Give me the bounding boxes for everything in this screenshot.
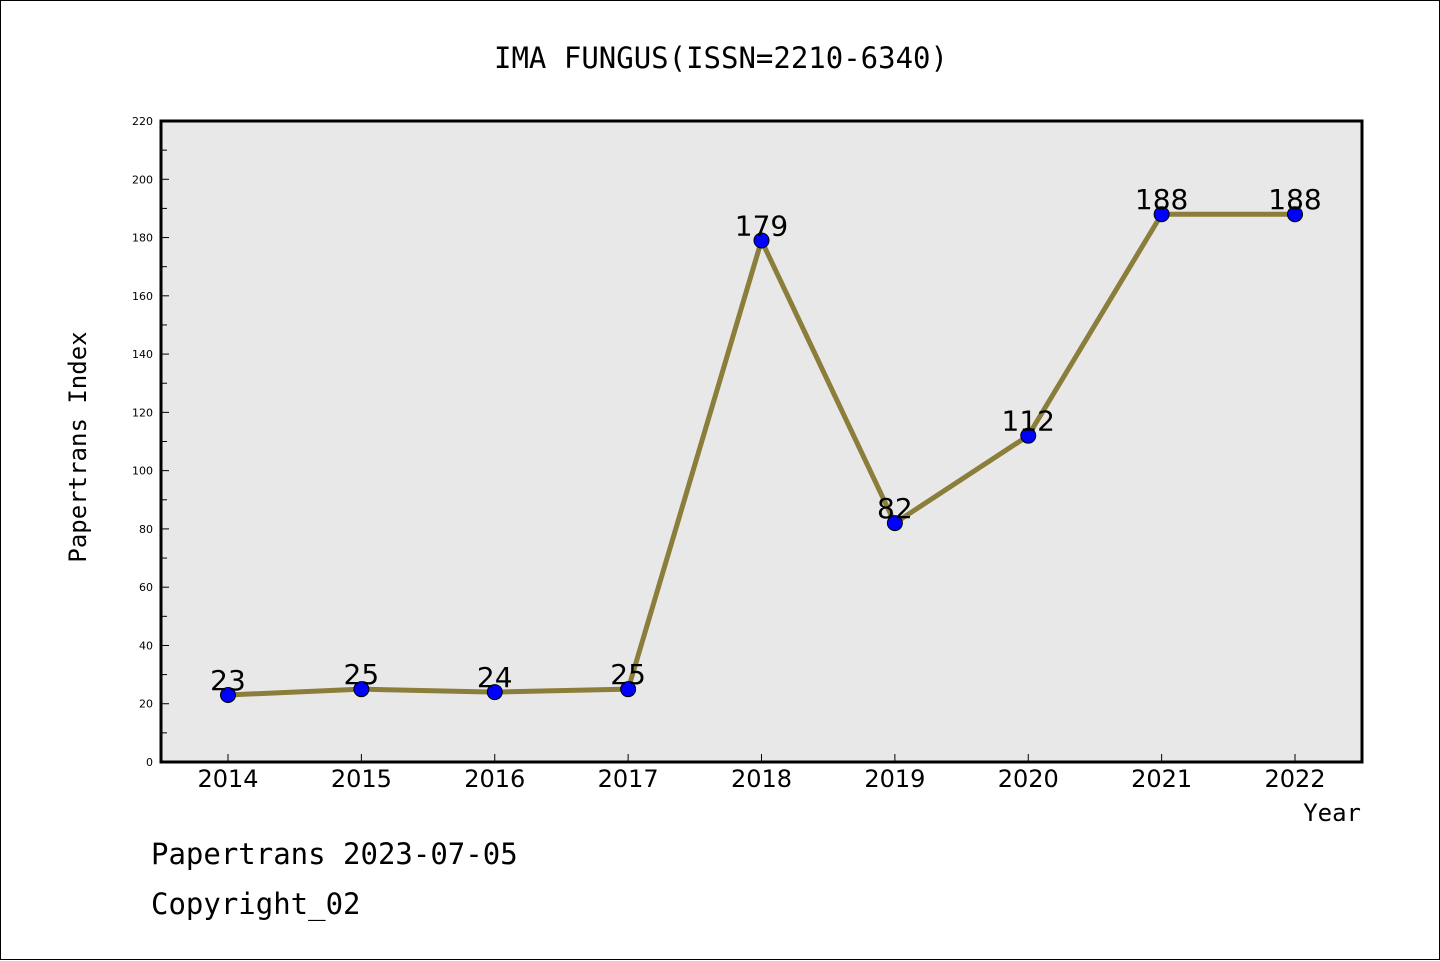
y-tick-label: 180 bbox=[132, 232, 153, 245]
data-label: 179 bbox=[735, 209, 788, 242]
y-tick-label: 0 bbox=[146, 756, 153, 769]
y-tick-label: 20 bbox=[139, 698, 153, 711]
data-label: 23 bbox=[210, 664, 246, 697]
data-point bbox=[486, 684, 503, 701]
y-tick-label: 80 bbox=[139, 523, 153, 536]
data-point bbox=[353, 681, 370, 698]
chart-title: IMA FUNGUS(ISSN=2210-6340) bbox=[494, 41, 948, 75]
y-tick-label: 200 bbox=[132, 173, 153, 186]
x-tick-label: 2021 bbox=[1131, 765, 1192, 793]
data-label: 188 bbox=[1268, 183, 1321, 216]
x-axis-label: Year bbox=[1303, 799, 1361, 827]
plot-area bbox=[161, 121, 1362, 762]
y-tick-label: 120 bbox=[132, 406, 153, 419]
y-tick-label: 60 bbox=[139, 581, 153, 594]
x-tick-label: 2015 bbox=[331, 765, 392, 793]
x-tick-label: 2014 bbox=[197, 765, 258, 793]
data-point bbox=[620, 681, 637, 698]
x-tick-label: 2018 bbox=[731, 765, 792, 793]
y-axis-label: Papertrans Index bbox=[64, 331, 92, 562]
marker-group bbox=[220, 206, 1303, 703]
y-tick-label: 140 bbox=[132, 348, 153, 361]
data-label-group: 23 25 24 25 179 82 112 188 188 bbox=[210, 183, 1322, 697]
data-point bbox=[886, 515, 903, 532]
x-tick-label: 2017 bbox=[598, 765, 659, 793]
data-label: 25 bbox=[610, 658, 646, 691]
y-tick-label: 40 bbox=[139, 639, 153, 652]
footer-date: Papertrans 2023-07-05 bbox=[151, 837, 518, 871]
footer-copyright: Copyright_02 bbox=[151, 887, 361, 921]
data-label: 188 bbox=[1135, 183, 1188, 216]
data-point bbox=[220, 686, 236, 703]
data-label: 82 bbox=[877, 492, 913, 525]
y-tick-label: 220 bbox=[132, 115, 153, 128]
data-point bbox=[1287, 206, 1303, 223]
data-point bbox=[1153, 206, 1170, 223]
data-label: 25 bbox=[344, 658, 380, 691]
x-axis: 2014 2015 2016 2017 2018 2019 2020 2021 2022 bbox=[197, 754, 1326, 793]
x-tick-label: 2016 bbox=[464, 765, 525, 793]
data-label: 112 bbox=[1002, 405, 1055, 438]
y-tick-label: 100 bbox=[132, 465, 153, 478]
x-tick-label: 2022 bbox=[1264, 765, 1325, 793]
plot-border bbox=[159, 119, 1364, 764]
data-point bbox=[753, 232, 770, 249]
data-label: 24 bbox=[477, 661, 513, 694]
x-tick-label: 2019 bbox=[864, 765, 925, 793]
y-tick-label: 160 bbox=[132, 290, 153, 303]
x-tick-label: 2020 bbox=[998, 765, 1059, 793]
data-point bbox=[1020, 427, 1037, 444]
